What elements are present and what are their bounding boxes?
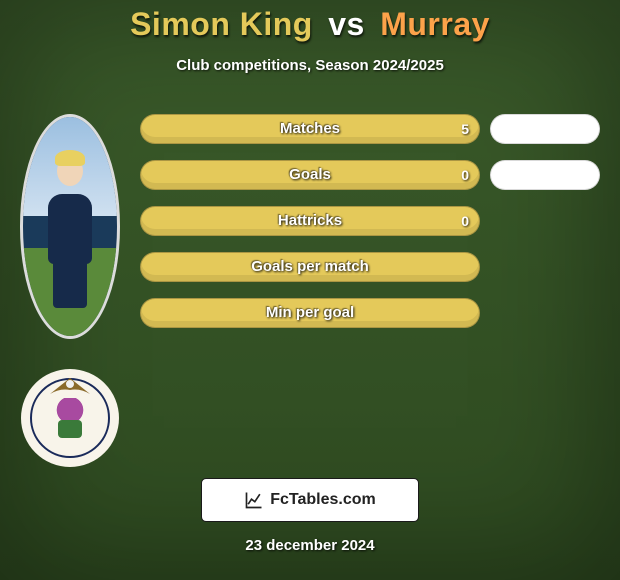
stat-label-min_per_goal: Min per goal — [141, 298, 479, 328]
subtitle: Club competitions, Season 2024/2025 — [0, 57, 620, 74]
content: Simon King vs Murray Club competitions, … — [0, 0, 620, 580]
stat-bar-p1-goals: Goals0 — [140, 160, 480, 190]
stat-bar-p2-matches — [490, 114, 600, 144]
stat-label-hattricks: Hattricks — [141, 206, 479, 236]
player1-club-badge — [21, 369, 119, 467]
title-player1: Simon King — [130, 6, 313, 42]
player1-photo — [20, 114, 120, 339]
stat-value-p1-goals: 0 — [461, 160, 469, 190]
site-name: FcTables.com — [270, 491, 376, 509]
main: Matches5Goals0Hattricks0Goals per matchM… — [0, 114, 620, 328]
stat-label-matches: Matches — [141, 114, 479, 144]
stat-bar-p2-goals — [490, 160, 600, 190]
stat-bar-p1-goals_per_match: Goals per match — [140, 252, 480, 282]
stat-bar-p1-min_per_goal: Min per goal — [140, 298, 480, 328]
stat-value-p1-matches: 5 — [461, 114, 469, 144]
thistle-icon — [53, 398, 87, 438]
footer-date: 23 december 2024 — [0, 537, 620, 554]
stat-row-goals_per_match: Goals per match — [140, 252, 600, 282]
player1-column — [10, 114, 130, 467]
stat-row-goals: Goals0 — [140, 160, 600, 190]
stat-bar-p1-hattricks: Hattricks0 — [140, 206, 480, 236]
stat-row-matches: Matches5 — [140, 114, 600, 144]
chart-icon — [244, 490, 264, 510]
stat-value-p1-hattricks: 0 — [461, 206, 469, 236]
title-player2: Murray — [380, 6, 490, 42]
stats-bars: Matches5Goals0Hattricks0Goals per matchM… — [140, 114, 600, 328]
stat-label-goals_per_match: Goals per match — [141, 252, 479, 282]
stat-row-min_per_goal: Min per goal — [140, 298, 600, 328]
page-title: Simon King vs Murray — [0, 0, 620, 43]
stat-bar-p1-matches: Matches5 — [140, 114, 480, 144]
site-badge: FcTables.com — [201, 478, 419, 522]
title-vs: vs — [328, 6, 365, 42]
stat-row-hattricks: Hattricks0 — [140, 206, 600, 236]
stat-label-goals: Goals — [141, 160, 479, 190]
